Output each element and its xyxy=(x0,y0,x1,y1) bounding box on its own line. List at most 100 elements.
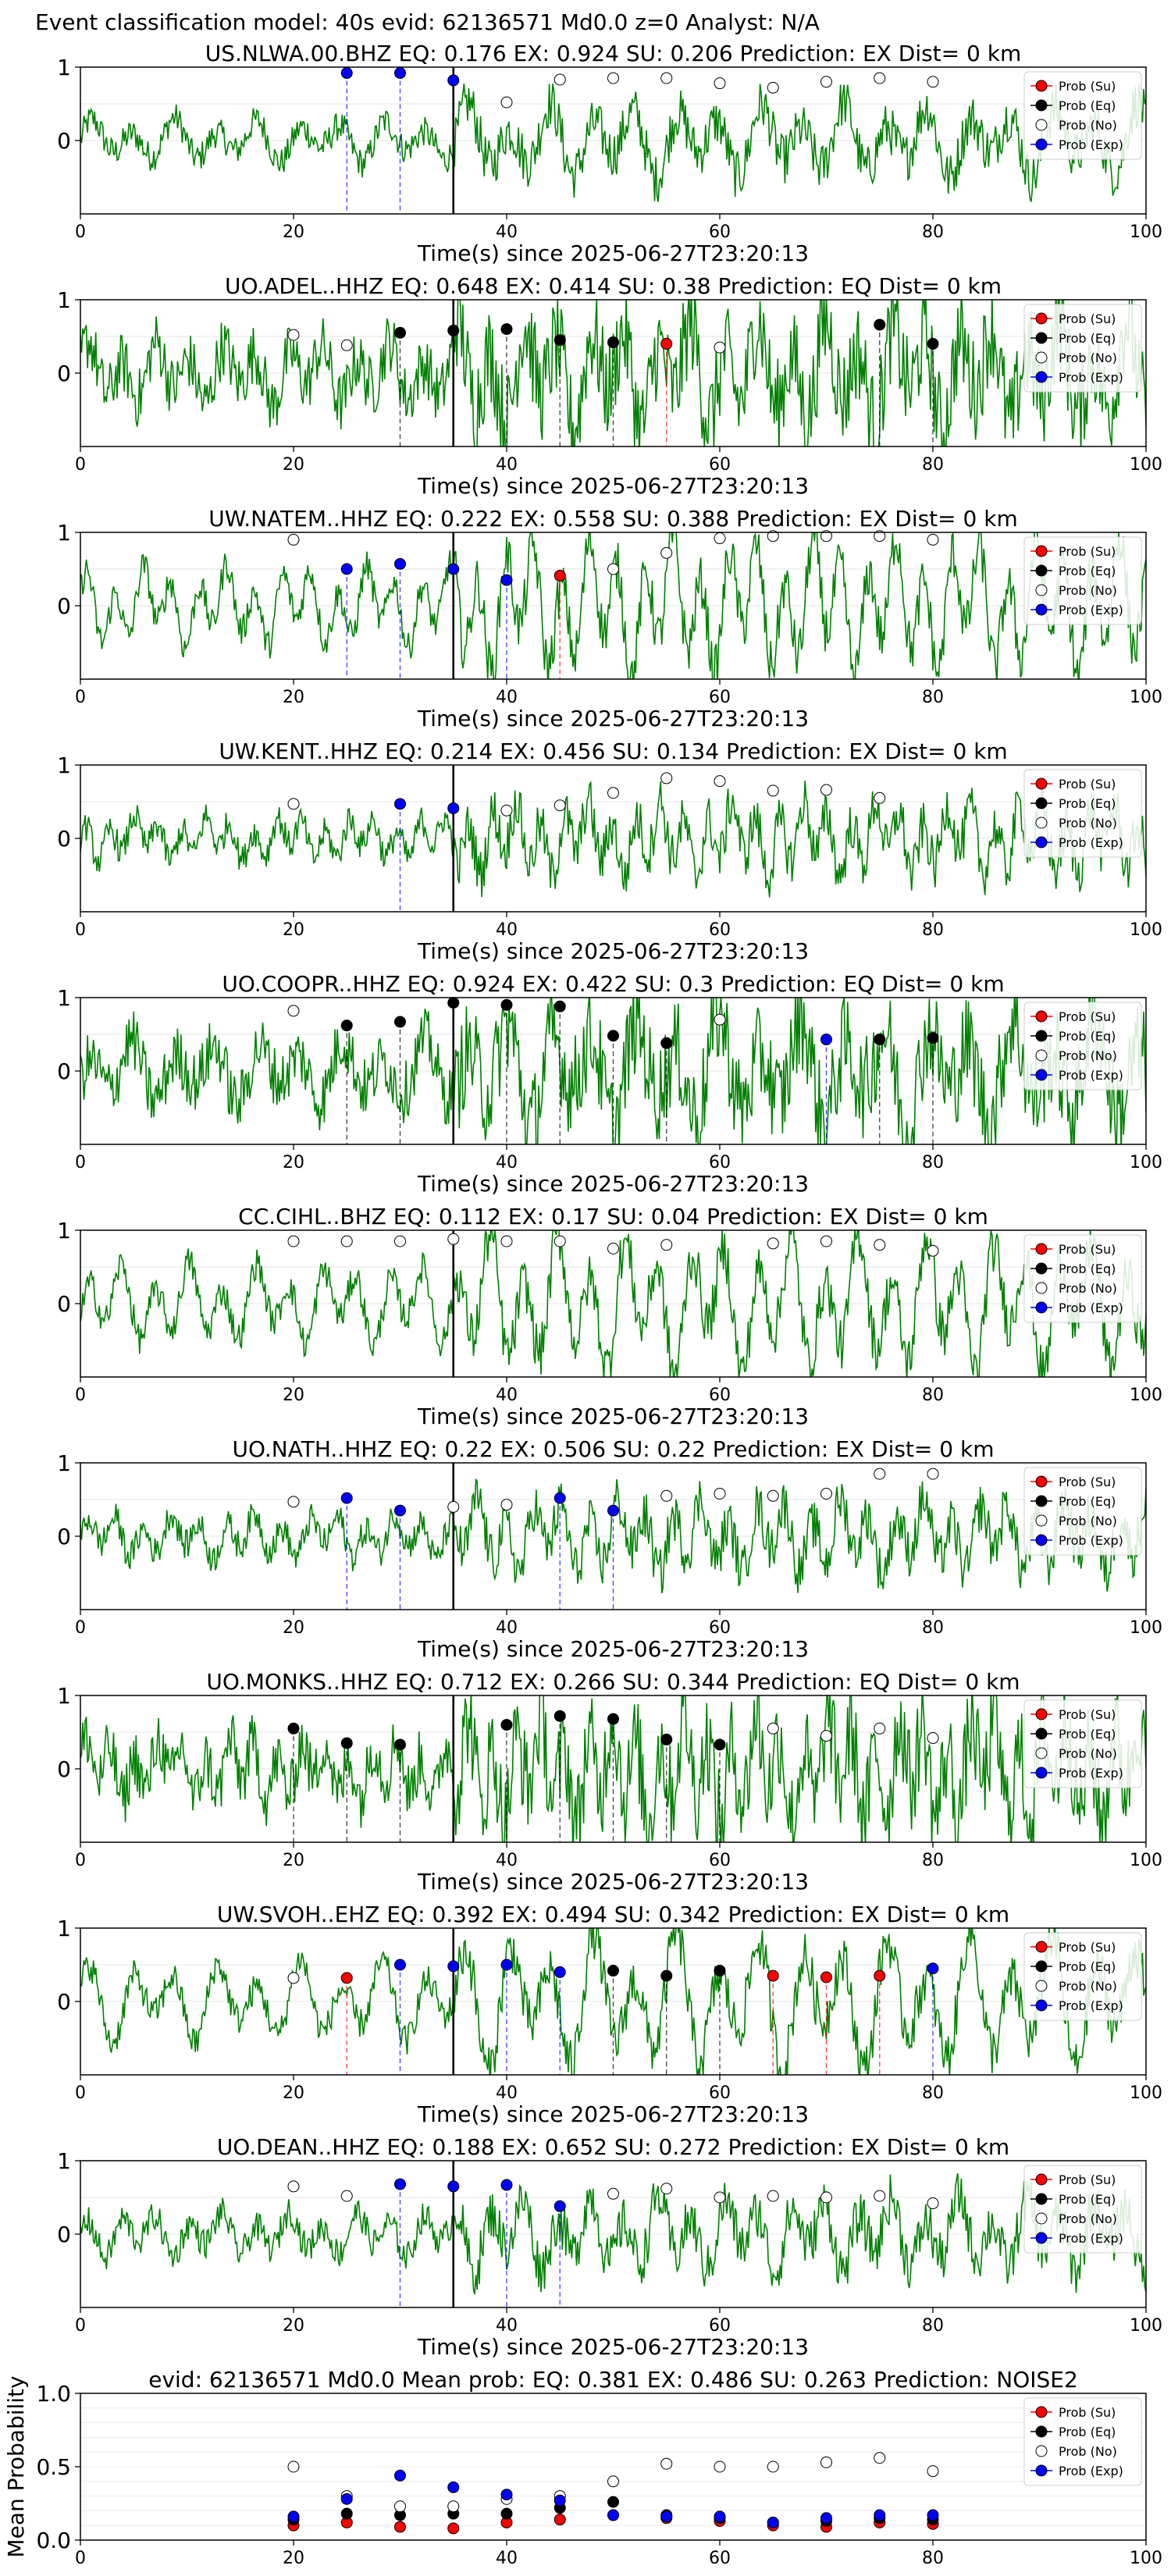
prob-point-no xyxy=(660,1239,673,1251)
legend-marker-exp xyxy=(1035,138,1048,151)
legend-marker-no xyxy=(1035,1514,1048,1527)
x-tick-label: 40 xyxy=(496,920,518,940)
x-tick-label: 40 xyxy=(496,1153,518,1172)
prob-point-eq xyxy=(553,334,566,347)
legend-marker-exp xyxy=(1035,2464,1048,2477)
prob-point-eq xyxy=(394,1016,406,1028)
prob-point-exp xyxy=(394,1959,406,1971)
legend-label: Prob (Exp) xyxy=(1059,1766,1123,1781)
legend-marker-no xyxy=(1035,1747,1048,1759)
legend-label: Prob (No) xyxy=(1059,350,1117,365)
plot-area xyxy=(80,1928,1146,2075)
prob-point-no xyxy=(927,2197,939,2210)
prob-point-no xyxy=(874,792,886,804)
prob-point-no xyxy=(767,1722,779,1735)
x-axis-label: Time(s) since 2025-06-27T23:20:13 xyxy=(417,473,809,499)
prob-point-exp xyxy=(500,2179,513,2191)
prob-point-no xyxy=(714,2191,726,2204)
prob-point-no xyxy=(767,530,779,543)
legend: Prob (Su) Prob (Eq) Prob (No) Prob (Exp) xyxy=(1023,1234,1142,1323)
mean-prob-point-no xyxy=(447,2500,460,2513)
legend: Prob (Su) Prob (Eq) Prob (No) Prob (Exp) xyxy=(1023,1932,1142,2021)
plot-area xyxy=(80,1695,1146,1842)
prob-point-no xyxy=(500,1235,513,1247)
x-axis-label: Time(s) since 2025-06-27T23:20:13 xyxy=(417,1171,809,1197)
prob-point-exp xyxy=(553,2200,566,2212)
waveform-trace xyxy=(80,781,1146,898)
plot-area xyxy=(80,765,1146,912)
legend-box xyxy=(1023,1467,1142,1556)
prob-point-exp xyxy=(607,1504,619,1517)
legend-label: Prob (Eq) xyxy=(1059,1727,1116,1742)
legend-marker-eq xyxy=(1035,2193,1048,2205)
x-tick-label: 80 xyxy=(922,920,944,940)
prob-point-exp xyxy=(553,1966,566,1978)
panel-3: UW.NATEM..HHZ EQ: 0.222 EX: 0.558 SU: 0.… xyxy=(57,506,1162,731)
legend-box xyxy=(1023,769,1142,858)
legend: Prob (Su) Prob (Eq) Prob (No) Prob (Exp) xyxy=(1023,1002,1142,1091)
legend-box xyxy=(1023,2165,1142,2254)
legend-label: Prob (No) xyxy=(1059,118,1117,133)
legend-label: Prob (Su) xyxy=(1059,2405,1116,2420)
prob-point-no xyxy=(287,1972,300,1984)
prob-point-no xyxy=(927,1468,939,1480)
prob-point-eq xyxy=(500,323,513,336)
prob-point-no xyxy=(927,533,939,546)
prob-point-no xyxy=(874,72,886,84)
legend-label: Prob (Su) xyxy=(1059,2172,1116,2187)
prob-point-eq xyxy=(340,1737,353,1749)
prob-point-no xyxy=(767,2190,779,2202)
x-axis-label: Time(s) since 2025-06-27T23:20:13 xyxy=(417,1869,809,1895)
legend-marker-su xyxy=(1035,1243,1048,1255)
y-tick-label: 0 xyxy=(57,593,71,619)
x-tick-label: 40 xyxy=(496,455,518,475)
prob-point-exp xyxy=(447,563,460,575)
legend-label: Prob (Eq) xyxy=(1059,1029,1116,1044)
mean-prob-point-exp xyxy=(714,2510,726,2523)
prob-point-no xyxy=(287,1235,300,1247)
waveform-trace xyxy=(80,84,1146,202)
legend-label: Prob (Su) xyxy=(1059,1009,1116,1024)
legend-label: Prob (Su) xyxy=(1059,1707,1116,1722)
prob-point-eq xyxy=(660,1733,673,1745)
panel-title: UO.DEAN..HHZ EQ: 0.188 EX: 0.652 SU: 0.2… xyxy=(217,2134,1009,2160)
panel-9: UW.SVOH..EHZ EQ: 0.392 EX: 0.494 SU: 0.3… xyxy=(57,1902,1162,2127)
prob-point-exp xyxy=(447,2180,460,2193)
x-tick-label: 80 xyxy=(922,1153,944,1172)
mean-prob-point-exp xyxy=(660,2510,673,2523)
prob-point-eq xyxy=(607,1030,619,1042)
legend-marker-no xyxy=(1035,817,1048,829)
x-tick-label: 80 xyxy=(922,1618,944,1638)
waveform-trace xyxy=(80,300,1146,447)
x-tick-label: 0 xyxy=(75,1851,86,1870)
mean-prob-point-su xyxy=(394,2521,406,2533)
prob-point-exp xyxy=(340,1492,353,1504)
legend-label: Prob (No) xyxy=(1059,2444,1117,2459)
panel-title: UW.KENT..HHZ EQ: 0.214 EX: 0.456 SU: 0.1… xyxy=(219,738,1007,764)
prob-point-eq xyxy=(553,1000,566,1012)
mean-prob-point-exp xyxy=(820,2512,832,2524)
prob-point-no xyxy=(820,76,832,88)
prob-point-no xyxy=(287,329,300,341)
plot-area xyxy=(80,1230,1146,1377)
prob-point-no xyxy=(714,532,726,545)
legend: Prob (Su) Prob (Eq) Prob (No) Prob (Exp) xyxy=(1023,1467,1142,1556)
prob-point-exp xyxy=(553,1492,566,1504)
prob-point-eq xyxy=(874,1034,886,1046)
prob-point-exp xyxy=(340,563,353,575)
waveform-trace xyxy=(80,998,1146,1144)
x-tick-label: 0 xyxy=(75,1153,86,1172)
prob-point-su xyxy=(660,337,673,350)
legend-label: Prob (Exp) xyxy=(1059,137,1123,152)
x-tick-label: 0 xyxy=(75,1386,86,1405)
legend-marker-su xyxy=(1035,2406,1048,2418)
prob-point-no xyxy=(340,1235,353,1247)
x-axis-label: Time(s) since 2025-06-27T23:20:13 xyxy=(417,240,809,266)
waveform-trace xyxy=(80,1230,1146,1377)
legend-marker-eq xyxy=(1035,797,1048,809)
x-tick-label: 40 xyxy=(496,1618,518,1638)
x-tick-label: 60 xyxy=(709,455,731,475)
prob-point-no xyxy=(340,339,353,351)
x-tick-label: 100 xyxy=(1130,920,1162,940)
mean-prob-point-exp xyxy=(287,2510,300,2523)
